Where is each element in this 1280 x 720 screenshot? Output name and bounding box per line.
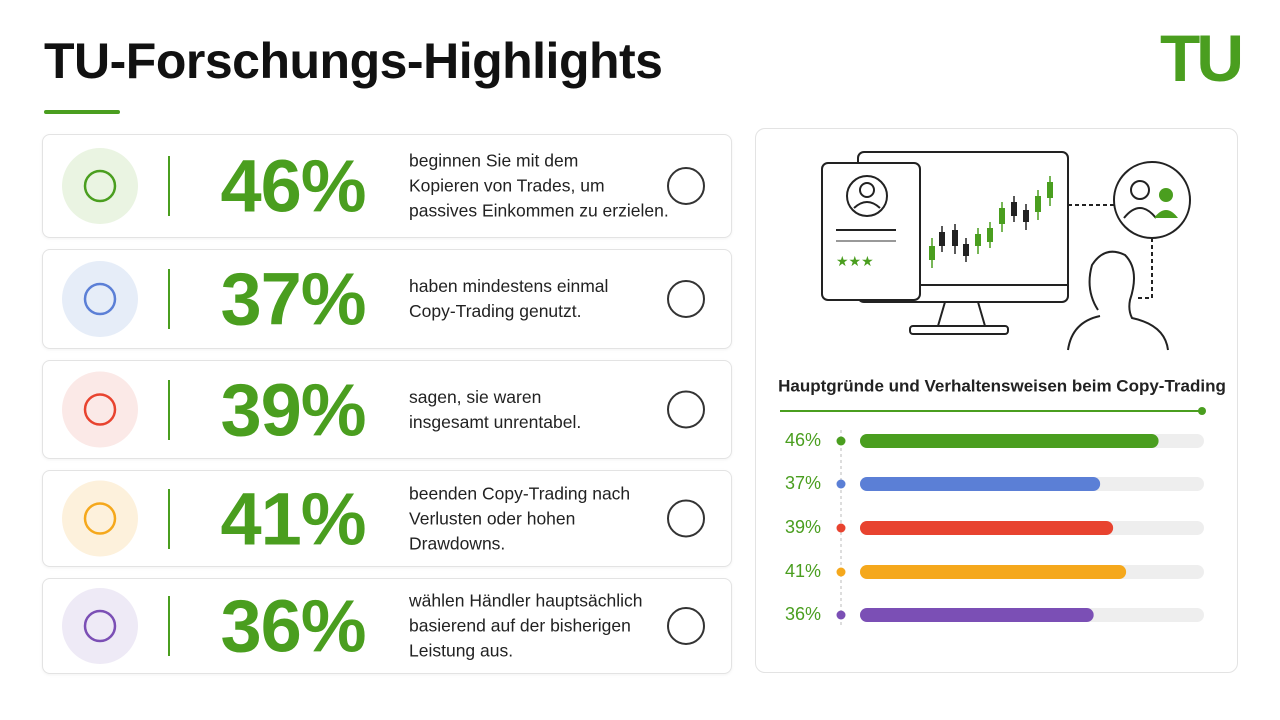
row-dot [836, 436, 846, 446]
row-dot [836, 567, 846, 577]
stat-card: 41% beenden Copy-Trading nach Verlusten od… [42, 470, 732, 567]
icon-glyph [83, 393, 117, 426]
value-label: 36% [785, 604, 821, 624]
stat-card: 36% wählen Händler hauptsächlich basierend… [42, 578, 732, 674]
card-icon [62, 480, 705, 557]
card-icon [62, 588, 705, 664]
side-icon [667, 167, 705, 205]
row-dot [836, 610, 846, 620]
bar [860, 565, 1127, 579]
bar [860, 477, 1101, 491]
bar [860, 434, 1159, 448]
stat-card: 46% beginnen Sie mit dem Kopieren von Trad… [42, 134, 732, 238]
icon-circle [62, 261, 138, 337]
title-underline [44, 110, 120, 114]
value-label: 41% [785, 561, 821, 581]
bar [860, 608, 1094, 622]
title-rule-dot [1198, 407, 1206, 415]
description-line: Kopieren von Trades, um [409, 175, 605, 196]
icon-circle [62, 480, 138, 557]
description-line: Leistung aus. [409, 640, 514, 661]
stat-card: 39% sagen, sie waren insgesamt unrentabel. [42, 360, 732, 459]
description-line: wählen Händler hauptsächlich [409, 590, 643, 611]
card-icon [62, 261, 705, 337]
stat-percent: 36% [220, 584, 366, 668]
divider [168, 156, 170, 216]
svg-text:★★★: ★★★ [836, 253, 874, 269]
description-line: beenden Copy-Trading nach [409, 483, 631, 503]
value-label: 39% [785, 517, 821, 537]
icon-glyph [83, 502, 117, 535]
description-line: insgesamt unrentabel. [409, 411, 582, 432]
chart-panel [755, 128, 1238, 673]
page-title: TU-Forschungs-Highlights [44, 33, 663, 89]
chart-title: Hauptgründe und Verhaltensweisen beim Co… [778, 376, 1226, 395]
divider [168, 596, 170, 656]
icon-glyph [83, 169, 117, 203]
stat-description: wählen Händler hauptsächlich basierend au… [409, 589, 642, 664]
description-line: passives Einkommen zu erzielen. [409, 200, 669, 221]
stat-description: beenden Copy-Trading nach Verlusten oder … [409, 481, 630, 556]
row-dot [836, 479, 846, 489]
icon-circle [62, 371, 138, 448]
icon-glyph [83, 282, 117, 316]
card-icon [62, 148, 705, 224]
icon-circle [62, 148, 138, 224]
value-label: 46% [785, 430, 821, 450]
description-line: basierend auf der bisherigen [409, 615, 631, 636]
description-line: beginnen Sie mit dem [409, 150, 579, 171]
description-line: sagen, sie waren [409, 386, 542, 407]
side-icon [667, 390, 705, 429]
description-line: haben mindestens einmal [409, 276, 609, 296]
stat-description: haben mindestens einmal Copy-Trading genu… [409, 274, 608, 324]
divider [168, 379, 170, 440]
stat-description: sagen, sie waren insgesamt unrentabel. [409, 385, 581, 435]
stat-card: 37% haben mindestens einmal Copy-Trading g… [42, 249, 732, 349]
illustration: ★★★ [821, 151, 1191, 351]
description-line: Verlusten oder hohen [409, 508, 576, 528]
description-line: Copy-Trading genutzt. [409, 301, 582, 321]
card-icon [62, 371, 705, 448]
icon-glyph [83, 609, 117, 643]
stat-percent: 41% [220, 477, 366, 560]
stat-description: beginnen Sie mit dem Kopieren von Trades,… [409, 149, 669, 224]
description-line: Drawdowns. [409, 533, 506, 553]
logo: TU [1160, 21, 1244, 95]
side-icon [667, 499, 705, 538]
value-label: 37% [785, 473, 821, 493]
stat-percent: 46% [220, 144, 366, 228]
row-dot [836, 523, 846, 533]
bar [860, 521, 1114, 535]
divider [168, 269, 170, 329]
icon-circle [62, 588, 138, 664]
side-icon [667, 280, 705, 318]
divider [168, 488, 170, 549]
stat-percent: 37% [220, 257, 366, 341]
side-icon [667, 607, 705, 645]
stat-percent: 39% [220, 368, 366, 451]
